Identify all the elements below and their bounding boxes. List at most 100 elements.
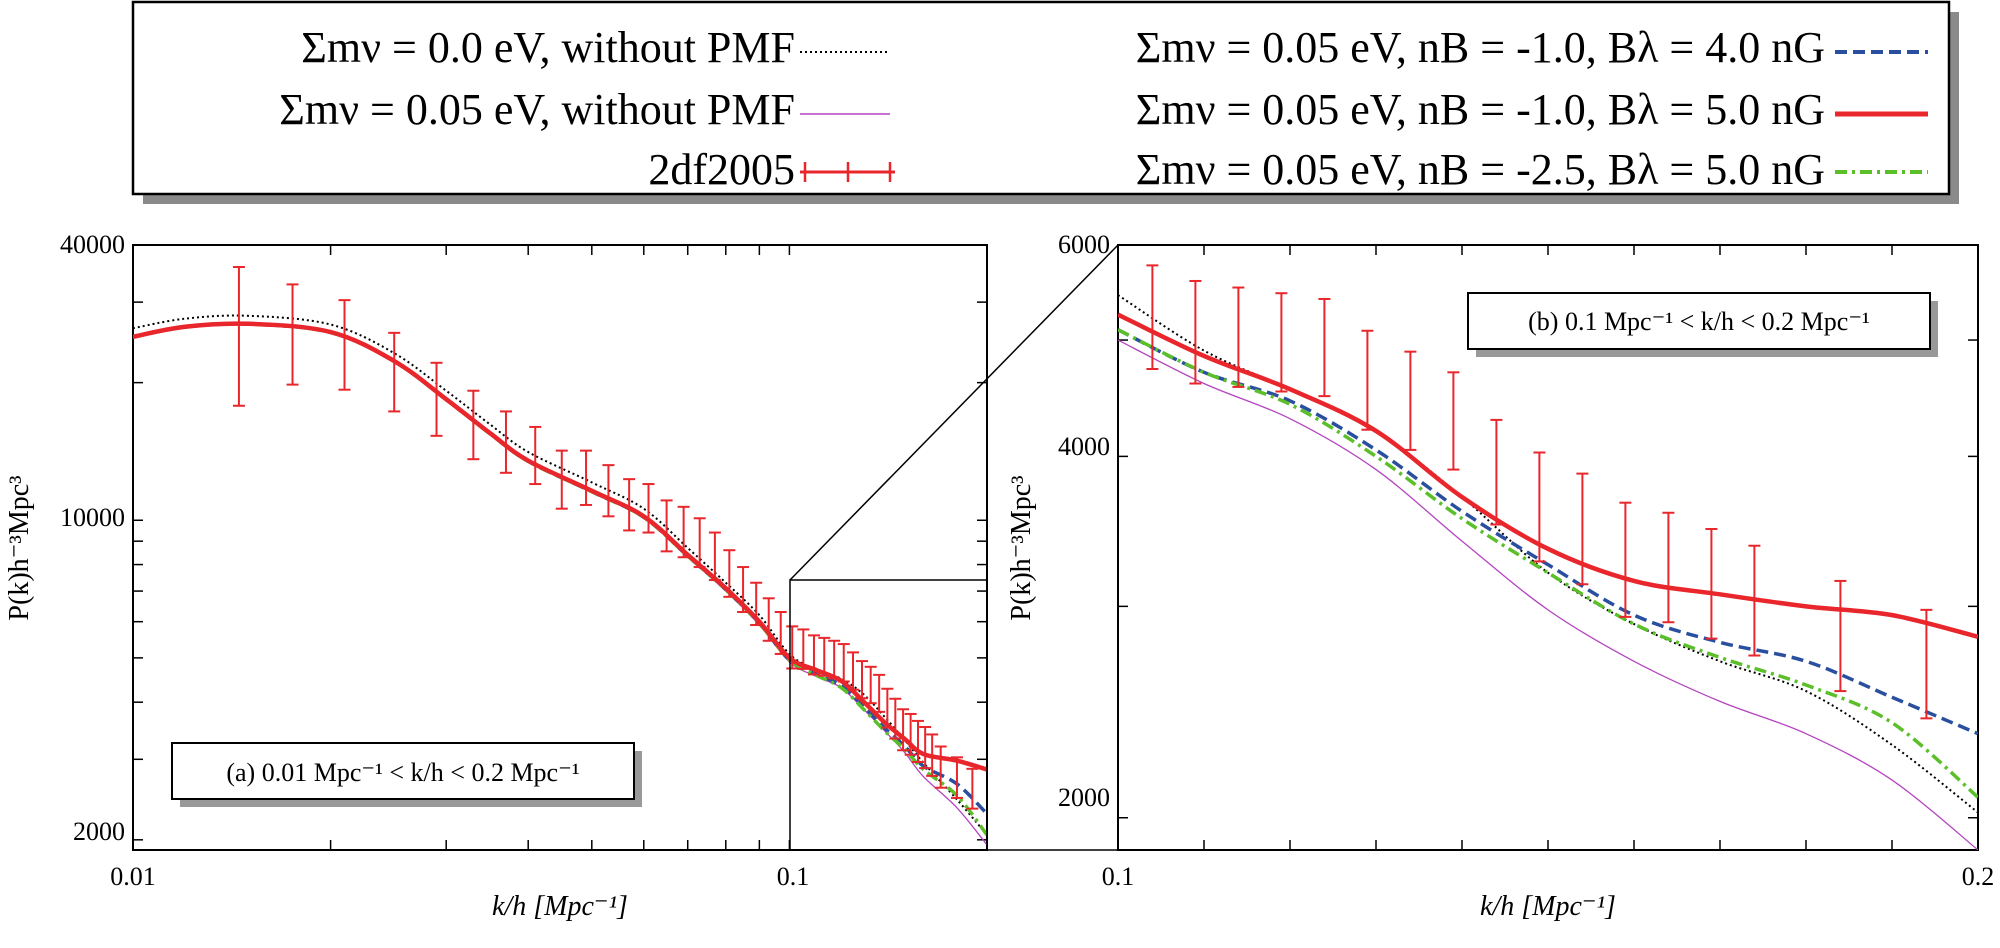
panel-a-errorbar-point: [847, 651, 860, 691]
panel-b: 0.1 0.2 6000 4000 2000 k/h [Mpc⁻¹] P(k)h…: [1006, 230, 1994, 922]
panel-b-annotation: (b) 0.1 Mpc⁻¹ < k/h < 0.2 Mpc⁻¹: [1467, 292, 1938, 357]
panel-a-errorbar-point: [881, 687, 894, 729]
panel-a-errorbar-point: [338, 299, 351, 391]
panel-a-errorbar-point: [762, 597, 775, 642]
panel-a-xlabel: k/h [Mpc⁻¹]: [492, 891, 628, 922]
panel-a-errorbar-point: [467, 389, 480, 461]
legend-label-2: 2df2005: [648, 145, 795, 194]
panel-b-ytick-0: 6000: [1058, 230, 1110, 259]
panel-b-ticks: [1117, 244, 1979, 850]
panel-a-errorbars: [232, 266, 979, 810]
panel-a-errorbar-point: [723, 549, 736, 598]
panel-b-errorbar-point: [1447, 371, 1460, 471]
panel-a-errorbar-point: [911, 719, 924, 763]
panel-a-annotation-text: (a) 0.01 Mpc⁻¹ < k/h < 0.2 Mpc⁻¹: [226, 758, 579, 787]
panel-a-errorbar-point: [642, 483, 655, 534]
panel-b-series: [1118, 294, 1978, 850]
panel-b-ytick-1: 4000: [1058, 432, 1110, 461]
panel-a-errorbar-point: [797, 628, 810, 670]
panel-a-errorbar-point: [889, 697, 902, 740]
panel-b-xtick-1: 0.2: [1962, 862, 1995, 891]
panel-b-series-line-4: [1118, 328, 1978, 799]
panel-b-xlabel: k/h [Mpc⁻¹]: [1480, 891, 1616, 922]
panel-a-errorbar-point: [693, 517, 706, 569]
panel-b-errorbar-point: [1619, 501, 1632, 618]
panel-a-errorbar-point: [660, 499, 673, 553]
panel-b-errorbar-point: [1275, 292, 1288, 393]
panel-a-series-line-3: [133, 321, 987, 772]
panel-a-errorbar-point: [897, 708, 910, 752]
panel-a-errorbar-point: [430, 361, 443, 437]
legend-swatch-2: [800, 162, 895, 182]
legend-label-5: Σmν = 0.05 eV, nB = -2.5, Bλ = 5.0 nG: [1136, 145, 1825, 194]
panel-a-errorbar-point: [786, 625, 799, 670]
panel-b-errorbar-point: [1404, 350, 1417, 451]
legend-frame: [131, 0, 1951, 196]
panel-a-errorbar-point: [602, 464, 615, 518]
panel-a-errorbar-point: [708, 531, 721, 582]
panel-a-xtick-1: 0.1: [777, 862, 810, 891]
panel-a-errorbar-point: [855, 660, 868, 700]
panel-b-errorbars: [1146, 264, 1933, 720]
panel-a-annotation: (a) 0.01 Mpc⁻¹ < k/h < 0.2 Mpc⁻¹: [171, 742, 642, 807]
panel-a-errorbar-point: [286, 283, 299, 386]
panel-a-errorbar-point: [864, 665, 877, 705]
panel-a: 0.01 0.1 40000 10000 2000 k/h [Mpc⁻¹] P(…: [4, 230, 988, 922]
panel-a-errorbar-point: [499, 410, 512, 474]
panel-a-xtick-0: 0.01: [110, 862, 156, 891]
panel-a-errorbar-point: [677, 505, 690, 559]
panel-b-errorbar-point: [1834, 579, 1847, 693]
panel-b-errorbar-point: [1318, 297, 1331, 398]
legend-label-3: Σmν = 0.05 eV, nB = -1.0, Bλ = 4.0 nG: [1136, 23, 1825, 72]
panel-a-errorbar-point: [828, 639, 841, 680]
zoom-connector-top: [789, 244, 1119, 581]
panel-b-errorbar-point: [1662, 511, 1675, 624]
panel-a-errorbar-point: [388, 331, 401, 413]
panel-b-errorbar-point: [1189, 279, 1202, 385]
panel-b-errorbar-point: [1705, 527, 1718, 640]
panel-b-errorbar-point: [1146, 264, 1159, 370]
panel-a-errorbar-point: [904, 712, 917, 756]
panel-b-series-line-0: [1118, 294, 1978, 814]
panel-b-ylabel: P(k)h⁻³Mpc³: [1006, 475, 1037, 620]
panel-a-errorbar-point: [774, 610, 787, 655]
panel-b-series-line-2: [1118, 328, 1978, 736]
panel-a-errorbar-point: [555, 449, 568, 510]
panel-b-xtick-0: 0.1: [1102, 862, 1135, 891]
panel-b-errorbar-point: [1920, 608, 1933, 720]
panel-a-errorbar-point: [919, 726, 932, 770]
panel-a-errorbar-point: [934, 745, 947, 789]
legend: Σmν = 0.0 eV, without PMF Σmν = 0.05 eV,…: [131, 0, 1959, 204]
panel-b-errorbar-point: [1232, 286, 1245, 388]
panel-b-ytick-2: 2000: [1058, 783, 1110, 812]
panel-a-ylabel: P(k)h⁻³Mpc³: [4, 475, 35, 620]
legend-label-4: Σmν = 0.05 eV, nB = -1.0, Bλ = 5.0 nG: [1136, 85, 1825, 134]
panel-a-ytick-0: 40000: [60, 230, 125, 259]
panel-a-errorbar-point: [926, 733, 939, 777]
panel-a-errorbar-point: [580, 449, 593, 506]
legend-label-1: Σmν = 0.05 eV, without PMF: [279, 85, 795, 134]
panel-a-ytick-2: 2000: [73, 817, 125, 846]
panel-b-series-line-3: [1118, 312, 1978, 639]
panel-b-errorbar-point: [1576, 472, 1589, 586]
panel-b-errorbar-point: [1748, 544, 1761, 657]
panel-a-ytick-1: 10000: [60, 503, 125, 532]
panel-b-series-line-1: [1118, 339, 1978, 850]
panel-a-errorbar-point: [837, 643, 850, 683]
panel-a-errorbar-point: [232, 266, 245, 407]
panel-a-errorbar-point: [873, 673, 886, 713]
zoom-region-box: [789, 579, 988, 851]
panel-a-errorbar-point: [737, 566, 750, 613]
panel-a-errorbar-point: [623, 478, 636, 532]
panel-a-errorbar-point: [950, 756, 963, 799]
panel-b-errorbar-point: [1533, 451, 1546, 563]
panel-b-errorbar-point: [1361, 329, 1374, 431]
panel-a-errorbar-point: [807, 634, 820, 676]
panel-b-errorbar-point: [1490, 418, 1503, 526]
panel-b-annotation-text: (b) 0.1 Mpc⁻¹ < k/h < 0.2 Mpc⁻¹: [1528, 307, 1870, 336]
panel-a-errorbar-point: [818, 636, 831, 677]
panel-a-errorbar-point: [750, 581, 763, 627]
panel-a-errorbar-point: [529, 425, 542, 486]
legend-label-0: Σmν = 0.0 eV, without PMF: [301, 23, 795, 72]
